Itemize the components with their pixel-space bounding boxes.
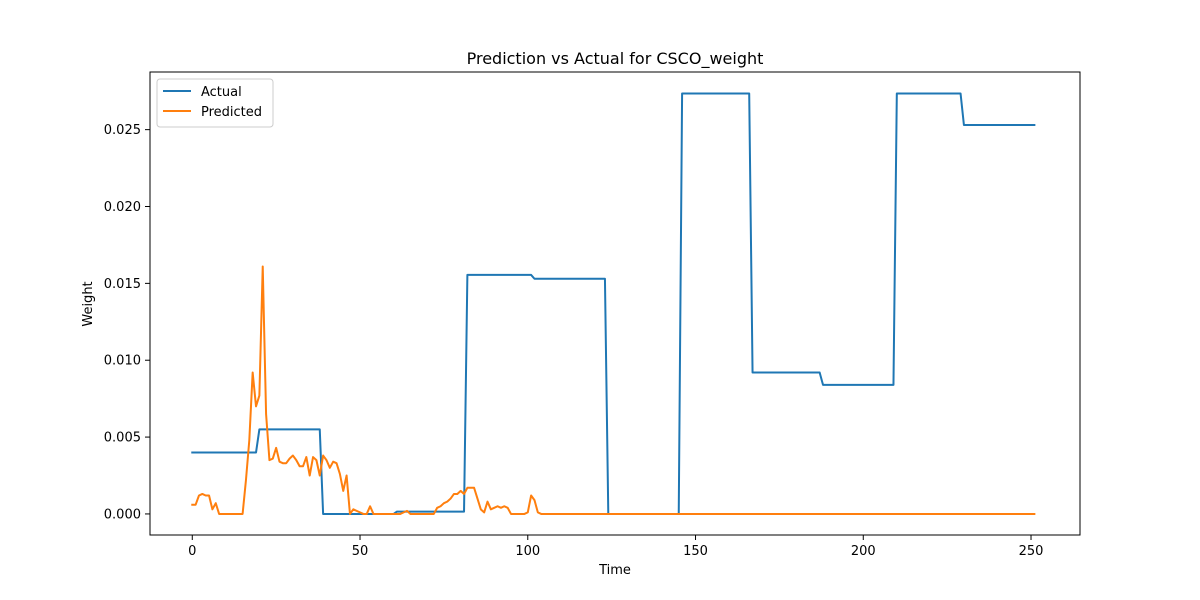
x-tick-label: 250: [1019, 544, 1044, 559]
x-tick-label: 0: [188, 544, 196, 559]
x-tick-label: 50: [352, 544, 369, 559]
y-axis-title: Weight: [81, 281, 96, 326]
y-tick-label: 0.020: [104, 200, 141, 215]
y-tick-label: 0.025: [104, 123, 141, 138]
y-tick-label: 0.000: [104, 507, 141, 522]
axes-frame: [149, 71, 1081, 536]
x-axis-title: Time: [598, 563, 631, 578]
x-tick-label: 100: [515, 544, 540, 559]
legend-label-actual: Actual: [201, 85, 242, 100]
plot-area: [191, 92, 1036, 515]
legend: Actual Predicted: [156, 78, 274, 128]
y-tick-label: 0.015: [104, 277, 141, 292]
legend-label-predicted: Predicted: [201, 105, 262, 120]
y-axis: 0.000 0.005 0.010 0.015 0.020 0.025: [104, 123, 150, 522]
x-tick-label: 200: [851, 544, 876, 559]
y-tick-label: 0.010: [104, 354, 141, 369]
chart-title: Prediction vs Actual for CSCO_weight: [467, 49, 764, 69]
x-axis: 0 50 100 150 200 250: [188, 535, 1043, 559]
series-line-predicted: [191, 265, 1036, 515]
series-line-actual: [191, 92, 1036, 515]
x-tick-label: 150: [683, 544, 708, 559]
y-tick-label: 0.005: [104, 431, 141, 446]
